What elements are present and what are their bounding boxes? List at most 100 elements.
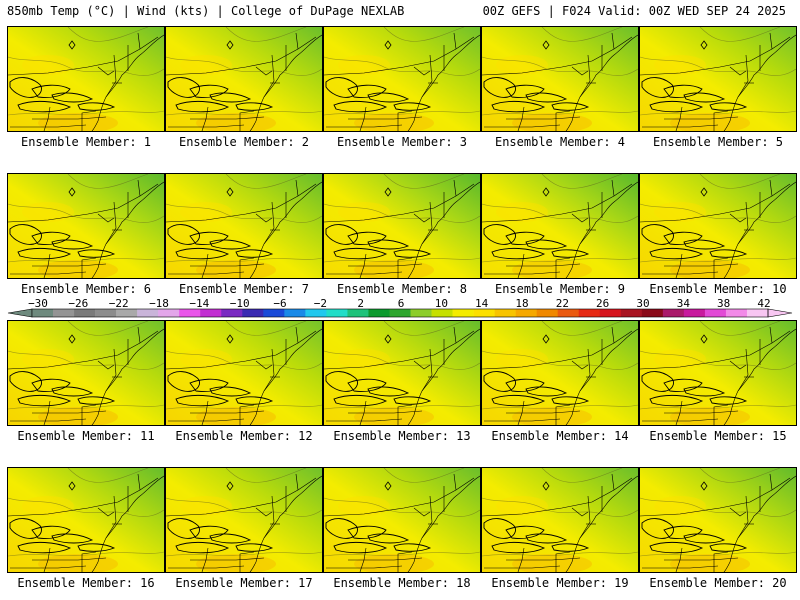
- colorbar-tick-label: 34: [677, 297, 691, 310]
- header-right-title: 00Z GEFS | F024 Valid: 00Z WED SEP 24 20…: [482, 4, 786, 18]
- colorbar-segment: [221, 309, 243, 317]
- colorbar-segment: [284, 309, 306, 317]
- ensemble-member-map-19: [481, 467, 639, 573]
- colorbar-segment: [389, 309, 411, 317]
- colorbar-segment: [683, 309, 706, 317]
- ensemble-member-map-10: [639, 173, 797, 279]
- header-left-title: 850mb Temp (°C) | Wind (kts) | College o…: [7, 4, 405, 18]
- ensemble-member-label-8: Ensemble Member: 8: [336, 282, 468, 296]
- colorbar-segment: [725, 309, 748, 317]
- colorbar-segment: [95, 309, 117, 317]
- colorbar-tick-label: 2: [357, 297, 364, 310]
- ensemble-member-map-11: [7, 320, 165, 426]
- ensemble-member-map-7: [165, 173, 323, 279]
- colorbar-segment: [179, 309, 201, 317]
- ensemble-member-label-7: Ensemble Member: 7: [178, 282, 310, 296]
- colorbar-segment: [74, 309, 96, 317]
- ensemble-member-map-17: [165, 467, 323, 573]
- ensemble-member-map-14: [481, 320, 639, 426]
- colorbar-tick-label: −26: [68, 297, 88, 310]
- ensemble-member-label-6: Ensemble Member: 6: [20, 282, 152, 296]
- colorbar-segment: [515, 309, 537, 317]
- ensemble-member-label-16: Ensemble Member: 16: [17, 576, 155, 590]
- colorbar-tick-label: 6: [398, 297, 405, 310]
- colorbar-segment: [536, 309, 559, 317]
- colorbar-segment: [620, 309, 643, 317]
- colorbar-tick-label: 26: [596, 297, 609, 310]
- colorbar-tick-label: −6: [273, 297, 286, 310]
- colorbar-segment: [368, 309, 390, 317]
- ensemble-member-map-15: [639, 320, 797, 426]
- ensemble-member-map-18: [323, 467, 481, 573]
- colorbar-tick-label: −22: [109, 297, 129, 310]
- colorbar-segment: [410, 309, 432, 317]
- colorbar-segment: [305, 309, 327, 317]
- ensemble-member-map-3: [323, 26, 481, 132]
- colorbar-tick-label: 22: [556, 297, 569, 310]
- ensemble-member-label-14: Ensemble Member: 14: [491, 429, 629, 443]
- colorbar-right-arrow: [767, 308, 793, 318]
- colorbar-segment: [53, 309, 75, 317]
- ensemble-member-map-12: [165, 320, 323, 426]
- ensemble-member-map-6: [7, 173, 165, 279]
- colorbar-segment: [116, 309, 138, 317]
- colorbar-tick-label: −18: [149, 297, 169, 310]
- ensemble-member-map-9: [481, 173, 639, 279]
- ensemble-member-map-8: [323, 173, 481, 279]
- ensemble-member-label-4: Ensemble Member: 4: [494, 135, 626, 149]
- colorbar-left-arrow: [7, 308, 33, 318]
- ensemble-member-label-2: Ensemble Member: 2: [178, 135, 310, 149]
- colorbar-tick-label: 18: [515, 297, 528, 310]
- colorbar-segment: [158, 309, 180, 317]
- colorbar-tick-label: −14: [189, 297, 209, 310]
- ensemble-member-map-13: [323, 320, 481, 426]
- ensemble-member-map-20: [639, 467, 797, 573]
- colorbar-segment: [599, 309, 622, 317]
- ensemble-member-label-17: Ensemble Member: 17: [175, 576, 313, 590]
- ensemble-member-label-12: Ensemble Member: 12: [175, 429, 313, 443]
- colorbar-segment: [32, 309, 54, 317]
- colorbar-segment: [326, 309, 348, 317]
- colorbar-tick-label: −10: [230, 297, 250, 310]
- colorbar-segment: [431, 309, 453, 317]
- colorbar-tick-label: 10: [435, 297, 448, 310]
- temperature-colorbar: −30 −26 −22 −18 −14 −10 −6 −2 2 6 10 14 18 22 26 30 34 38…: [7, 297, 793, 318]
- colorbar-segment: [494, 309, 516, 317]
- colorbar-segment: [641, 309, 664, 317]
- colorbar-tick-label: 30: [636, 297, 649, 310]
- colorbar-tick-label: 14: [475, 297, 489, 310]
- colorbar-segment: [242, 309, 264, 317]
- ensemble-member-map-1: [7, 26, 165, 132]
- ensemble-member-label-15: Ensemble Member: 15: [649, 429, 787, 443]
- ensemble-member-map-4: [481, 26, 639, 132]
- colorbar-outline: [31, 308, 769, 318]
- colorbar-segment: [263, 309, 285, 317]
- colorbar-segment: [452, 309, 474, 317]
- ensemble-member-label-11: Ensemble Member: 11: [17, 429, 155, 443]
- colorbar-tick-label: −30: [28, 297, 48, 310]
- colorbar-tick-label: 42: [757, 297, 770, 310]
- colorbar-segment: [347, 309, 369, 317]
- colorbar-segment: [662, 309, 685, 317]
- ensemble-member-label-13: Ensemble Member: 13: [333, 429, 471, 443]
- ensemble-member-label-10: Ensemble Member: 10: [649, 282, 787, 296]
- colorbar-segment: [578, 309, 601, 317]
- ensemble-member-map-5: [639, 26, 797, 132]
- ensemble-member-map-16: [7, 467, 165, 573]
- colorbar-tick-label: 38: [717, 297, 730, 310]
- colorbar-segment: [473, 309, 495, 317]
- colorbar-segment: [137, 309, 159, 317]
- ensemble-member-label-3: Ensemble Member: 3: [336, 135, 468, 149]
- ensemble-member-label-9: Ensemble Member: 9: [494, 282, 626, 296]
- ensemble-member-map-2: [165, 26, 323, 132]
- ensemble-member-label-5: Ensemble Member: 5: [652, 135, 784, 149]
- ensemble-member-label-1: Ensemble Member: 1: [20, 135, 152, 149]
- colorbar-tick-label: −2: [314, 297, 327, 310]
- ensemble-member-label-20: Ensemble Member: 20: [649, 576, 787, 590]
- colorbar-segment: [746, 309, 769, 317]
- colorbar-segment: [704, 309, 727, 317]
- colorbar-segment: [200, 309, 222, 317]
- colorbar-segment: [557, 309, 580, 317]
- ensemble-member-label-19: Ensemble Member: 19: [491, 576, 629, 590]
- ensemble-member-label-18: Ensemble Member: 18: [333, 576, 471, 590]
